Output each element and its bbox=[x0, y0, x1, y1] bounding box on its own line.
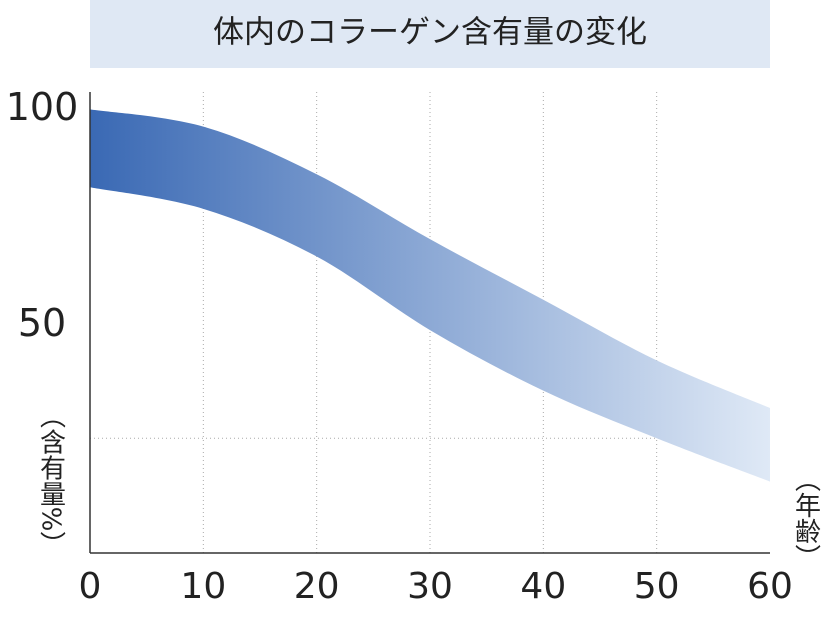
y-tick-label: 50 bbox=[18, 301, 66, 345]
x-tick-label: 30 bbox=[407, 566, 453, 607]
x-tick-label: 50 bbox=[634, 566, 680, 607]
x-tick-label: 20 bbox=[294, 566, 340, 607]
y-axis-label: （含有量%） bbox=[36, 403, 66, 558]
x-axis-label: （年齢） bbox=[791, 466, 821, 570]
title-box bbox=[90, 0, 770, 68]
x-tick-label: 40 bbox=[520, 566, 566, 607]
x-tick-label: 0 bbox=[79, 566, 102, 607]
chart-title: 体内のコラーゲン含有量の変化 bbox=[213, 15, 647, 51]
y-tick-label: 100 bbox=[6, 85, 79, 129]
x-tick-label: 60 bbox=[747, 566, 793, 607]
x-tick-label: 10 bbox=[180, 566, 226, 607]
band-area bbox=[90, 109, 770, 482]
